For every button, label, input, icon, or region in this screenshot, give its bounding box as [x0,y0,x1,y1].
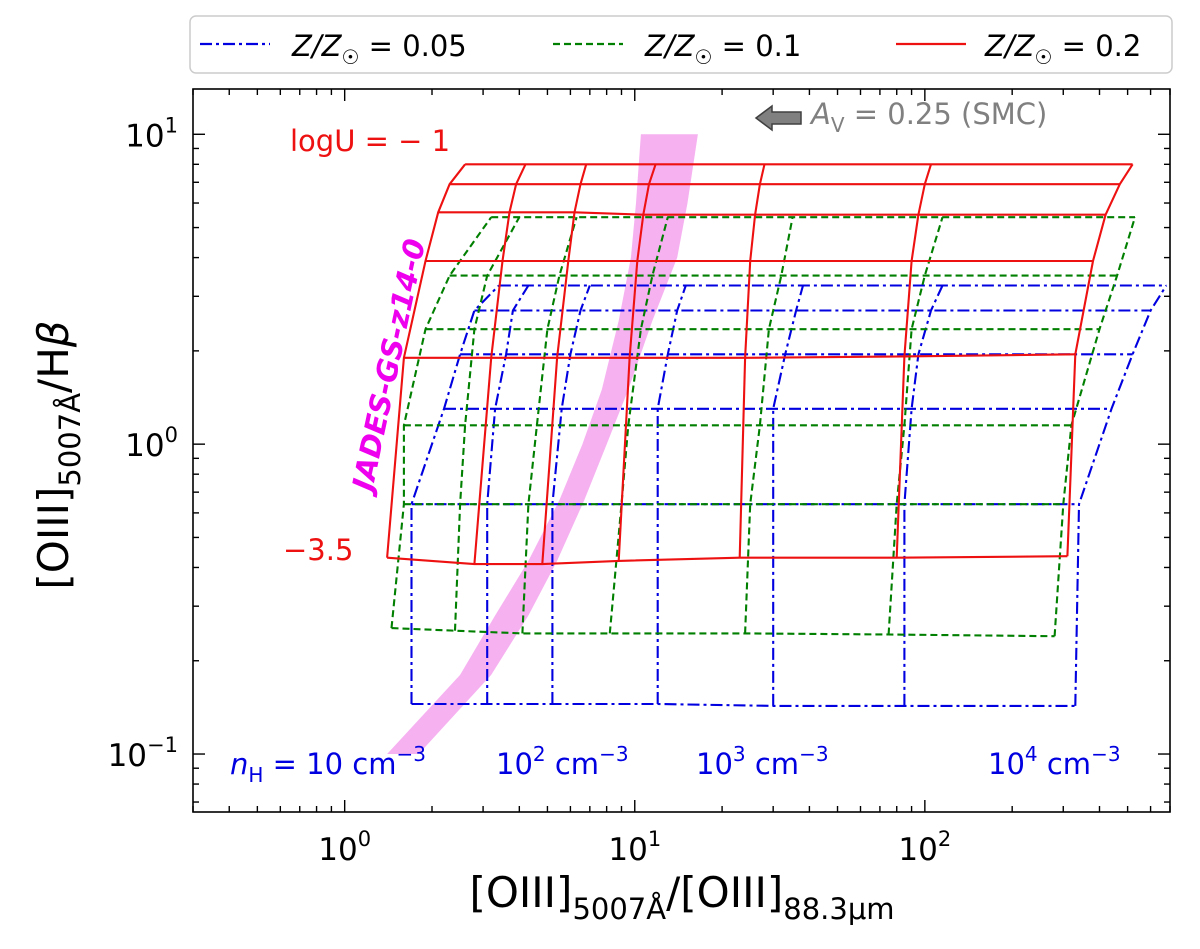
nh-line-0-3 [656,285,687,704]
nh-line-2-1 [473,163,527,565]
legend-label-z005: Z/Z☉ = 0.05 [291,29,467,69]
nh-line-0-1 [486,284,530,704]
nh-line-2-4 [738,164,766,558]
nh-line-2-6 [1066,163,1134,557]
y-tick-label-10: 101 [125,113,178,154]
nh-label-10000: 104 cm−3 [988,742,1121,781]
legend-label-z01: Z/Z☉ = 0.1 [644,29,801,69]
nh-line-1-1 [453,216,521,631]
nh-line-0-2 [551,285,591,704]
logu-line-2-3 [438,211,1106,216]
band-layer [387,134,698,755]
legend-frame [189,15,1173,74]
x-tick-label-1: 100 [318,827,371,868]
model-grid-0 [410,284,1168,707]
logu-line-2-0 [387,555,1068,566]
axes-frame [192,88,1171,813]
plot-area [386,134,1168,755]
nh-line-2-2 [541,164,588,565]
nh-label-1000: 103 cm−3 [696,742,829,781]
jades-label: JADES-GS-z14-0 [345,236,433,499]
y-axis-label: [OIII]5007Å/Hβ [29,320,87,589]
logu-line-0-0 [411,702,1076,707]
density-labels: nH = 10 cm−3 102 cm−3 103 cm−3 104 cm−3 [230,742,1121,787]
legend: Z/Z☉ = 0.05 Z/Z☉ = 0.1 Z/Z☉ = 0.2 [189,15,1173,74]
dust-arrow-icon [754,104,802,132]
av-label: AV = 0.25 (SMC) [809,97,1047,137]
model-grid-2 [386,163,1134,566]
jades-band [387,134,698,755]
nh-line-1-6 [1053,216,1137,637]
nh-label-100: 102 cm−3 [496,742,629,781]
x-axis-label: [OIII]5007Å/[OIII]88.3μm [469,868,894,926]
dust-arrow-annotation: AV = 0.25 (SMC) [754,97,1047,137]
axis-ticks [192,89,1171,812]
nh-line-2-5 [895,163,933,558]
nh-line-1-3 [608,216,669,634]
logu-top-label: logU = − 1 [290,124,450,158]
y-tick-label-0.1: 10−1 [108,733,178,774]
x-tick-label-10: 101 [608,827,661,868]
nh-line-0-5 [903,285,944,706]
x-tick-label-100: 102 [898,827,951,868]
nh-label-10: nH = 10 cm−3 [230,742,426,787]
nh-line-0-6 [1074,284,1168,706]
nh-line-2-0 [386,163,466,558]
nh-line-0-0 [410,284,500,704]
tick-labels: 100 101 102 10−1 100 101 [108,113,952,868]
nh-line-1-4 [744,217,794,634]
legend-label-z02: Z/Z☉ = 0.2 [984,29,1141,69]
y-tick-label-1: 100 [125,423,178,464]
model-grids [386,163,1168,707]
nh-line-0-4 [772,285,805,706]
nh-line-1-2 [521,216,578,634]
nh-line-1-0 [390,216,493,629]
nh-line-1-5 [887,216,944,635]
logu-bottom-label: −3.5 [283,533,353,567]
nh-line-2-3 [617,163,657,561]
model-grid-1 [390,216,1137,638]
